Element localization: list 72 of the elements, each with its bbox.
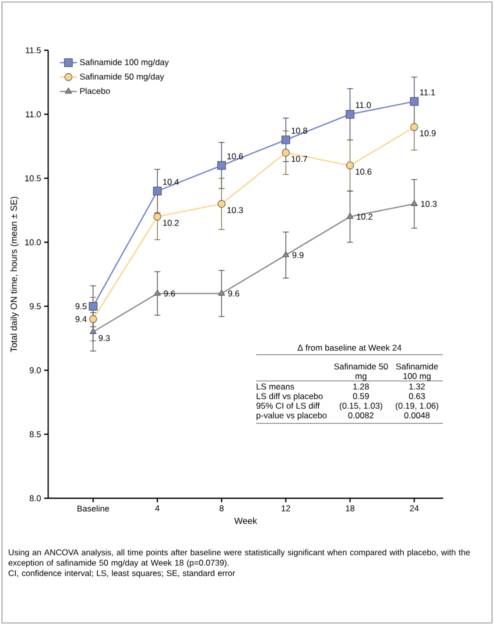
x-tick-label: 18 <box>346 505 354 512</box>
legend-label: Safinamide 100 mg/day <box>80 58 169 67</box>
data-label: 9.6 <box>228 290 240 296</box>
y-tick-label: 8.5 <box>30 431 41 438</box>
data-label: 10.2 <box>163 220 179 226</box>
data-label: 10.4 <box>163 178 179 185</box>
data-label: 10.8 <box>292 128 308 134</box>
data-label: 10.3 <box>227 207 243 214</box>
annotation: 1.32 <box>409 384 425 390</box>
annotation: p-value vs placebo <box>256 412 327 420</box>
annotation: Δ from baseline at Week 24 <box>298 344 402 351</box>
point <box>218 290 226 296</box>
point <box>153 186 162 196</box>
y-tick-label: 11.5 <box>26 47 41 54</box>
x-tick-label: 24 <box>410 505 419 512</box>
y-tick-label: 11.0 <box>26 111 41 118</box>
data-label: 10.3 <box>421 200 437 207</box>
annotation: LS means <box>256 384 294 390</box>
annotation: 0.0082 <box>348 412 374 418</box>
data-label: 11.1 <box>420 89 435 96</box>
annotation: (0.19, 1.06) <box>396 402 438 410</box>
annotation: Safinamide 50 mg <box>334 363 388 381</box>
point <box>410 200 418 206</box>
point <box>346 162 354 170</box>
point <box>153 212 162 221</box>
data-label: 10.6 <box>356 168 372 175</box>
y-axis-title: Total daily ON time, hours (mean ± SE) <box>10 196 19 352</box>
point <box>282 251 290 258</box>
annotation: (0.15, 1.03) <box>340 402 382 410</box>
data-label: 10.7 <box>292 156 308 162</box>
y-tick-label: 10.5 <box>25 175 41 182</box>
point <box>346 110 354 119</box>
point <box>90 328 97 334</box>
point <box>282 136 290 144</box>
point <box>346 212 354 219</box>
data-label: 9.3 <box>98 335 110 342</box>
point <box>88 302 98 311</box>
annotation: 0.0048 <box>404 412 430 418</box>
point <box>410 123 418 131</box>
annotation: LS diff vs placebo <box>256 392 323 401</box>
point <box>154 290 161 296</box>
x-axis-title: Week <box>234 517 258 524</box>
y-tick-label: 10.0 <box>25 239 41 246</box>
x-tick-label: Baseline <box>78 505 110 512</box>
legend-label: Safinamide 50 mg/day <box>80 73 164 82</box>
y-tick-label: 9.5 <box>30 303 41 310</box>
y-tick-label: 9.0 <box>30 367 41 374</box>
data-label: 10.6 <box>227 153 243 160</box>
text: Using an ANCOVA analysis, all time points after baseline were statistically significant when compared with placebo, with the exception of safinamide 50 mg/day at Week 18 (p=0.0739). <box>8 549 470 568</box>
point <box>410 97 419 106</box>
data-label: 9.5 <box>76 303 87 310</box>
data-label: 10.9 <box>420 130 436 136</box>
x-tick-label: 8 <box>220 505 224 512</box>
annotation: 95% CI of LS diff <box>256 402 320 409</box>
data-label: 9.4 <box>76 316 87 322</box>
data-label: 10.2 <box>356 214 372 220</box>
point <box>218 200 226 208</box>
annotation: Safinamide 100 mg <box>396 363 438 381</box>
point <box>89 315 98 323</box>
x-tick-label: 4 <box>155 505 160 512</box>
data-label: 11.0 <box>356 102 371 108</box>
annotation: 1.28 <box>353 384 369 390</box>
annotation: 0.63 <box>409 393 425 400</box>
text: CI, confidence interval; LS, least squares; SE, standard error <box>8 570 236 578</box>
point <box>217 161 226 170</box>
legend-label: Placebo <box>80 88 110 94</box>
data-label: 9.9 <box>292 252 304 258</box>
point <box>282 148 290 157</box>
y-tick-label: 8.0 <box>30 495 41 502</box>
data-label: 9.6 <box>164 290 176 296</box>
x-tick-label: 12 <box>282 505 290 512</box>
annotation: 0.59 <box>353 393 369 400</box>
